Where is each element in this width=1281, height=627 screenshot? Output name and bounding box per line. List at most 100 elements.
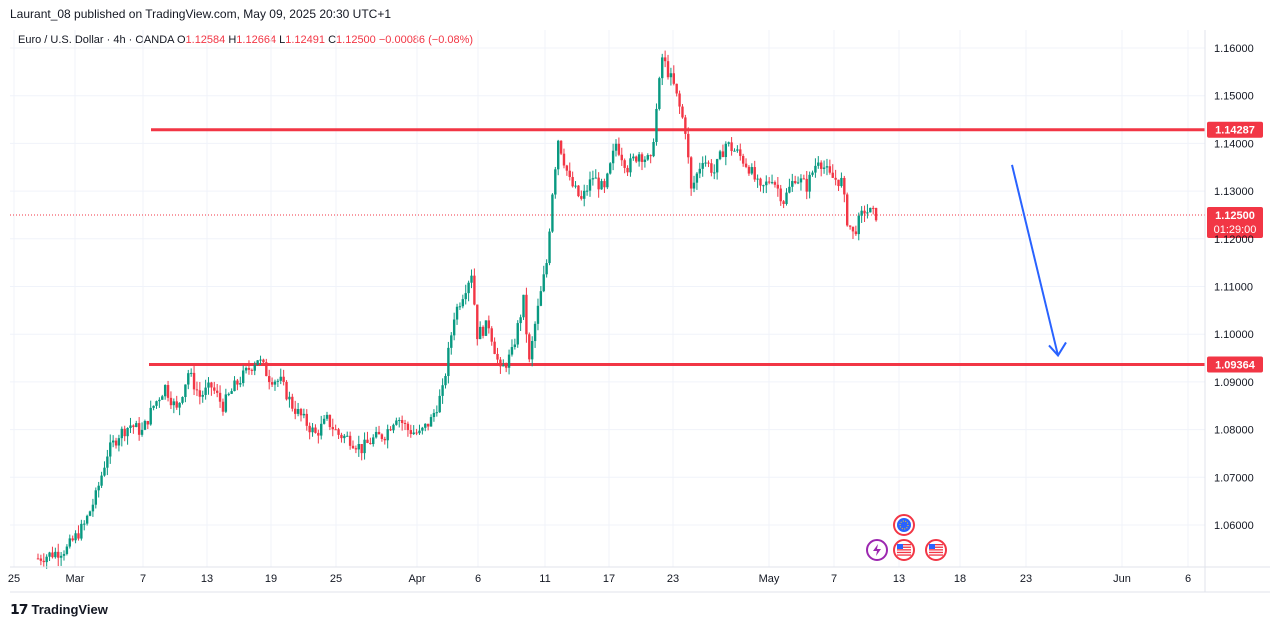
forecast-arrow-shaft [1011,164,1059,356]
candle-body [91,504,95,512]
candle-body [88,511,92,516]
candle-body [161,396,164,400]
candle-body [805,178,808,192]
candle-body [409,430,413,435]
candle-body [499,359,502,367]
x-tick-label: 11 [539,573,550,585]
candle-body [140,429,144,435]
candle-body [256,360,259,365]
x-tick-label: May [759,573,780,585]
candle-body [452,319,456,336]
candle-body [646,155,649,160]
candle-body [320,423,323,436]
candle-body [135,423,138,428]
x-tick-label: 25 [330,573,342,585]
candle-body [213,387,216,391]
candle-body [158,399,161,402]
candle-body [739,149,742,156]
candle-body [623,160,626,168]
candle-body [614,143,618,151]
eu-flag-icon[interactable] [893,514,915,536]
candle-body [854,231,858,235]
candle-body [611,150,615,164]
candle-body [848,225,852,227]
candle-body [346,435,349,437]
lightning-icon[interactable] [866,539,888,561]
candle-body [120,428,124,439]
candle-body [146,421,150,425]
candle-body [851,226,855,232]
candle-body [276,380,280,382]
candle-body [788,186,791,193]
candle-body [504,365,508,368]
us-flag-icon[interactable] [925,539,947,561]
candle-body [799,178,803,183]
candle-body [762,185,765,187]
candle-body [163,385,167,397]
candle-body [724,143,728,158]
us-flag-icon[interactable] [893,539,915,561]
candle-body [461,299,465,307]
candle-body [348,435,352,446]
candle-body [811,172,814,175]
x-tick-label: 6 [475,573,481,585]
candle-body [554,169,557,195]
candle-body [184,384,187,398]
candle-body [59,555,63,558]
y-tick-label: 1.15000 [1214,91,1254,103]
candle-body [484,320,488,336]
candle-body [649,155,652,157]
candle-body [753,167,756,180]
candle-body [129,425,132,429]
candle-body [629,158,632,173]
candle-body [132,425,135,428]
candle-body [710,163,713,173]
candle-body [478,326,482,340]
candle-body [681,106,684,118]
candle-body [701,163,704,169]
candle-body [337,429,340,435]
candle-body [817,162,820,166]
candle-body [467,282,470,294]
y-tick-label: 1.10000 [1214,329,1254,341]
x-tick-label: Apr [408,573,425,585]
candle-body [282,376,285,382]
candle-body [874,207,878,221]
candle-body [490,328,493,342]
x-tick-label: 7 [831,573,837,585]
candle-body [444,375,447,386]
candle-body [594,177,597,179]
candle-body [383,438,386,441]
event-icon-layer [866,514,947,561]
candle-body [872,207,875,209]
candle-body [279,376,282,381]
candle-body [548,231,551,264]
candle-body [253,364,256,371]
us-stripe [897,549,911,551]
y-tick-label: 1.13000 [1214,186,1254,198]
candle-body [42,560,45,563]
candle-body [747,166,751,174]
symbol-name[interactable]: Euro / U.S. Dollar · 4h · OANDA [18,34,174,46]
y-tick-label: 1.16000 [1214,43,1254,55]
us-stripe [897,551,911,554]
candle-body [510,347,514,355]
candle-body [528,334,531,360]
candle-body [640,154,644,162]
x-tick-label: 13 [893,573,905,585]
us-stripe [929,546,943,548]
candle-body [80,523,83,539]
candle-body [285,381,288,400]
us-canton [897,544,903,549]
candle-body [692,182,696,189]
candle-body [860,210,863,216]
close-label: C [328,34,337,46]
candle-body [325,414,329,419]
candle-body [244,367,248,371]
candle-body [239,383,242,385]
arrow-layer [1011,164,1067,358]
candle-body [635,156,638,162]
candle-body [707,162,710,164]
candle-body [360,444,363,454]
